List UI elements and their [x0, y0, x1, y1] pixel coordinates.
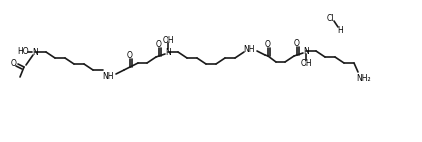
Text: O: O	[294, 38, 300, 48]
Text: Cl: Cl	[326, 13, 334, 22]
Text: O: O	[156, 39, 162, 49]
Text: N: N	[165, 48, 171, 57]
Text: NH: NH	[102, 72, 114, 81]
Text: HO: HO	[17, 46, 29, 56]
Text: NH: NH	[243, 44, 255, 54]
Text: O: O	[127, 51, 133, 59]
Text: O: O	[265, 39, 271, 49]
Text: OH: OH	[300, 59, 312, 67]
Text: N: N	[32, 48, 38, 57]
Text: N: N	[303, 46, 309, 56]
Text: OH: OH	[162, 36, 174, 44]
Text: H: H	[337, 26, 343, 35]
Text: NH₂: NH₂	[357, 74, 371, 83]
Text: O: O	[11, 59, 17, 67]
